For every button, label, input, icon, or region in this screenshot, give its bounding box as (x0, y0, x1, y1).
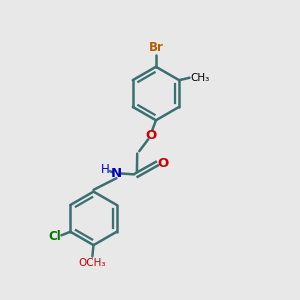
Text: Br: Br (149, 41, 164, 54)
Text: H: H (101, 164, 110, 176)
Text: Cl: Cl (48, 230, 61, 243)
Text: O: O (145, 129, 156, 142)
Text: CH₃: CH₃ (190, 73, 210, 83)
Text: O: O (158, 157, 169, 169)
Text: N: N (111, 167, 122, 180)
Text: OCH₃: OCH₃ (79, 258, 106, 268)
